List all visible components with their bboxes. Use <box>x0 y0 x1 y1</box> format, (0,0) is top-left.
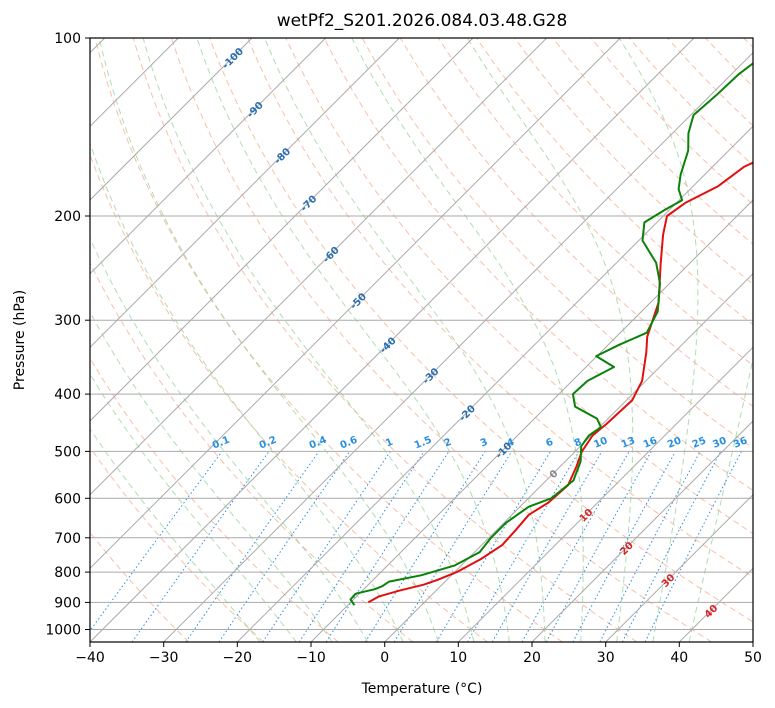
isotherm-line <box>163 51 753 642</box>
isotherm-line <box>236 125 753 642</box>
isotherm-line <box>90 38 400 349</box>
y-tick-label: 600 <box>54 491 81 507</box>
dry-adiabat <box>476 38 753 326</box>
mixing-ratio-line <box>185 451 320 642</box>
isotherm-line <box>90 38 474 422</box>
dry-adiabat <box>285 38 753 535</box>
isotherm-line <box>90 38 621 570</box>
chart-title: wetPf2_S201.2026.084.03.48.G28 <box>277 11 568 31</box>
isotherm-line <box>90 38 548 496</box>
mixing-ratio-label: 30 <box>711 435 728 450</box>
mixing-ratio-line <box>262 451 391 642</box>
x-tick-label: 40 <box>670 650 688 666</box>
moist-adiabat <box>688 356 753 642</box>
mixing-ratio-line <box>325 451 450 642</box>
mixing-ratio-line <box>298 451 425 642</box>
mixing-ratio-line <box>90 451 223 632</box>
x-tick-label: −10 <box>296 650 326 666</box>
x-tick-label: 50 <box>744 650 762 666</box>
isotherm-line <box>90 38 327 275</box>
x-tick-label: 0 <box>380 650 389 666</box>
grid <box>90 38 753 642</box>
axes: −40 −30 −20 −10 0 10 20 30 40 50 100 200 300 400 500 60… <box>45 31 762 666</box>
y-tick-label: 100 <box>54 31 81 47</box>
mixing-ratio-label: 8 <box>573 437 584 450</box>
moist-adiabat <box>264 38 546 642</box>
background-lines <box>90 38 753 642</box>
dry-adiabat <box>247 38 753 578</box>
moist-adiabat <box>98 38 439 642</box>
mixing-ratio-label: 4 <box>505 437 516 450</box>
isotherm-line <box>605 493 753 642</box>
dry-adiabat <box>514 38 753 285</box>
temperature-profile <box>367 161 753 604</box>
mixing-ratio-line <box>621 451 722 642</box>
isotherm-line <box>531 420 753 642</box>
mixing-ratio-line <box>644 451 742 642</box>
x-tick-label: 30 <box>597 650 615 666</box>
isotherm-line <box>384 272 753 642</box>
moist-adiabat <box>618 38 699 642</box>
x-tick-label: 10 <box>449 650 467 666</box>
mixing-ratio-line <box>572 451 676 642</box>
moist-adiabat <box>90 141 404 642</box>
mixing-ratio-line <box>545 451 652 642</box>
isotherm-line <box>90 38 253 201</box>
dry-adiabat <box>90 446 264 642</box>
moist-adiabat <box>351 38 584 642</box>
mixing-ratio-line <box>218 451 351 642</box>
x-tick-label: −30 <box>149 650 179 666</box>
dry-adiabat <box>209 38 753 623</box>
x-tick-label: −40 <box>75 650 105 666</box>
mixing-ratio-label: 2 <box>443 437 454 450</box>
y-tick-label: 200 <box>54 209 81 225</box>
x-tick-label: 20 <box>523 650 541 666</box>
moist-adiabat <box>196 38 510 642</box>
y-tick-label: 800 <box>54 565 81 581</box>
moist-adiabat <box>90 373 297 642</box>
plot-area <box>90 38 753 642</box>
mixing-ratio-label: 13 <box>620 435 637 450</box>
moist-adiabat <box>90 427 261 642</box>
isotherm-line <box>310 199 753 642</box>
moist-adiabat <box>90 311 333 642</box>
y-tick-label: 900 <box>54 595 81 611</box>
dry-adiabat <box>90 357 339 642</box>
mixing-ratio-label: 16 <box>642 435 659 450</box>
y-tick-label: 1000 <box>45 623 81 639</box>
series-layer <box>349 62 753 606</box>
mixing-ratio-line <box>521 451 630 642</box>
y-tick-label: 700 <box>54 531 81 547</box>
y-tick-label: 300 <box>54 313 81 329</box>
moist-adiabat <box>90 237 369 642</box>
mixing-ratio-label: 10 <box>592 435 609 450</box>
mixing-ratio-label: 25 <box>691 435 708 450</box>
mixing-ratio-line <box>393 451 513 642</box>
plot-frame <box>89 37 754 643</box>
dry-adiabat <box>323 38 753 492</box>
y-tick-label: 400 <box>54 387 81 403</box>
moist-adiabat <box>142 38 475 642</box>
x-tick-label: −20 <box>223 650 253 666</box>
isotherm-line <box>457 346 753 642</box>
dry-adiabat <box>94 38 563 642</box>
y-axis-label: Pressure (hPa) <box>12 290 28 390</box>
y-tick-label: 500 <box>54 444 81 460</box>
isotherm-line <box>752 641 753 642</box>
dewpoint-profile <box>349 62 753 606</box>
mixing-ratio-label: 20 <box>666 435 683 450</box>
mixing-ratio-label: 3 <box>479 437 490 450</box>
x-axis-label: Temperature (°C) <box>361 681 483 697</box>
dry-adiabat <box>170 38 712 642</box>
mixing-ratio-label: 6 <box>544 437 555 450</box>
mixing-ratio-label: 36 <box>732 435 749 450</box>
mixing-ratio-label: 1 <box>384 437 395 450</box>
dry-adiabat <box>132 38 638 642</box>
isotherm-line <box>90 38 695 642</box>
dry-adiabat <box>90 261 414 642</box>
